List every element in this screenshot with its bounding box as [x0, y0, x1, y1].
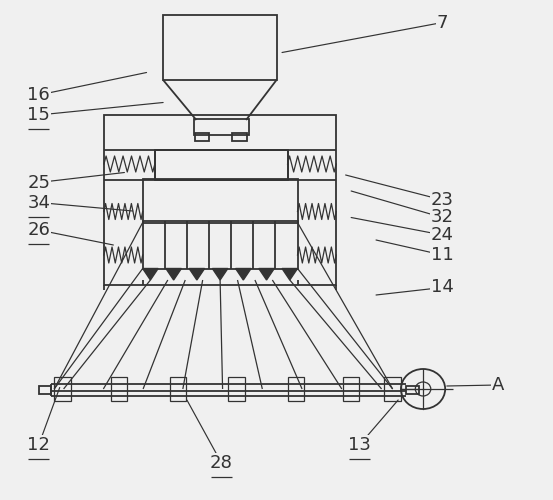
- Bar: [163, 15, 276, 80]
- Bar: [155, 150, 288, 180]
- Bar: [228, 377, 245, 401]
- Bar: [170, 377, 186, 401]
- Text: 7: 7: [437, 14, 448, 32]
- Text: 11: 11: [431, 246, 454, 264]
- Bar: [406, 386, 419, 394]
- Bar: [143, 179, 298, 222]
- Text: 16: 16: [27, 86, 50, 104]
- Text: 25: 25: [27, 174, 50, 192]
- Text: 24: 24: [431, 226, 454, 244]
- Polygon shape: [143, 268, 158, 280]
- Polygon shape: [259, 268, 274, 280]
- Bar: [195, 133, 209, 141]
- Bar: [232, 133, 247, 141]
- Bar: [384, 377, 401, 401]
- Polygon shape: [166, 268, 181, 280]
- Polygon shape: [236, 268, 251, 280]
- Polygon shape: [212, 268, 228, 280]
- Bar: [143, 221, 298, 268]
- Text: 26: 26: [27, 221, 50, 239]
- Bar: [288, 377, 304, 401]
- Text: 13: 13: [348, 436, 371, 454]
- Text: 32: 32: [431, 208, 454, 226]
- Text: A: A: [492, 376, 504, 394]
- Bar: [39, 386, 51, 394]
- Bar: [54, 377, 71, 401]
- Text: 34: 34: [27, 194, 50, 212]
- Bar: [343, 377, 359, 401]
- Bar: [194, 119, 249, 135]
- Text: 23: 23: [431, 191, 454, 209]
- Text: 28: 28: [210, 454, 233, 471]
- Text: 12: 12: [27, 436, 50, 454]
- Text: 14: 14: [431, 278, 454, 296]
- Polygon shape: [189, 268, 205, 280]
- Text: 15: 15: [27, 106, 50, 124]
- Bar: [111, 377, 127, 401]
- Polygon shape: [282, 268, 298, 280]
- Bar: [104, 115, 336, 285]
